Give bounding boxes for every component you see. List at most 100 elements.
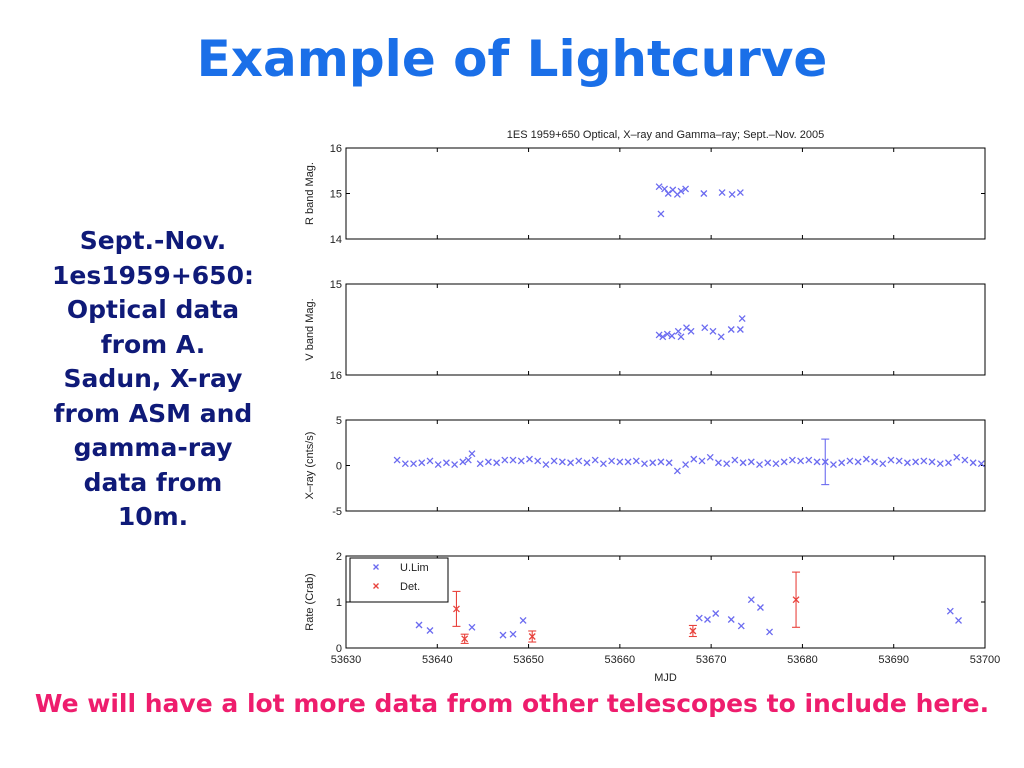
panel-frame [345,419,986,512]
y-axis-label: X–ray (cnts/s) [304,432,316,500]
marker-stroke [616,458,624,466]
chart-title: 1ES 1959+650 Optical, X–ray and Gamma–ra… [507,129,824,141]
marker-stroke [821,458,829,466]
data-point [410,460,418,468]
data-point [747,596,755,604]
marker-stroke [669,186,677,194]
data-point [393,456,401,464]
marker-stroke [772,460,780,468]
data-point [717,333,725,341]
data-point [558,458,566,466]
marker-stroke [797,457,805,465]
data-point [401,460,409,468]
marker-stroke [756,461,763,469]
marker-stroke [657,210,665,218]
data-point [695,614,703,622]
chart-panel: 53630 53640 53650 53660 53670 53680 53690 53700… [304,551,1000,666]
data-point [468,623,476,631]
marker-stroke [689,627,697,635]
x-tick-label: 53640 [422,654,453,666]
data-point [700,190,708,197]
data-point [838,459,846,467]
marker-stroke [583,459,591,467]
x-tick-label: 53700 [970,654,1001,666]
marker-stroke [567,459,575,467]
data-point [468,450,476,458]
data-point [813,458,821,466]
description-line: 10m. [117,502,189,531]
data-point [501,456,509,464]
y-tick-label: -5 [332,506,342,518]
marker-stroke [668,332,676,340]
data-point [415,621,423,629]
chart-panel: -5 0 5 X–ray (cnts/s) [304,415,986,518]
marker-stroke [464,456,472,464]
y-axis-label: V band Mag. [304,298,316,360]
panel-frame [345,147,986,240]
data-point [674,327,682,335]
data-point [550,457,558,465]
marker-stroke [608,457,616,465]
marker-stroke [641,460,648,468]
y-tick-label: 14 [330,234,342,246]
marker-stroke [727,616,735,623]
y-tick-label: 5 [336,415,342,427]
marker-stroke [846,457,854,465]
data-point [683,324,690,332]
marker-stroke [690,455,698,463]
marker-stroke [461,635,469,643]
marker-stroke [912,458,920,466]
data-point [657,458,665,466]
marker-stroke [550,457,558,465]
description-line: gamma-ray [73,433,233,462]
data-point [709,327,717,335]
data-point [727,326,735,333]
marker-stroke [528,633,536,640]
data-point [665,459,673,467]
marker-stroke [731,456,739,464]
y-tick-label: 0 [336,643,342,655]
data-point [903,459,911,467]
data-point [464,456,472,464]
data-point [682,461,690,469]
marker-stroke [955,616,962,624]
marker-stroke [895,457,903,465]
marker-stroke [434,461,442,469]
marker-stroke [969,459,977,467]
data-point [723,460,731,468]
data-point [655,183,663,191]
data-point [704,616,711,623]
data-point [727,616,735,623]
marker-stroke [468,623,476,631]
marker-stroke [659,333,667,341]
legend-label: Det. [400,581,420,593]
marker-stroke [451,461,459,469]
marker-stroke [501,456,509,464]
footer-note: We will have a lot more data from other … [34,689,990,718]
data-point [689,627,697,635]
y-axis-label: R band Mag. [304,162,316,225]
data-series [393,450,985,475]
marker-stroke [805,456,813,464]
data-point [451,461,459,469]
marker-stroke [977,460,985,468]
data-point [946,607,954,615]
marker-stroke [766,628,774,636]
data-point [583,459,591,467]
data-point [955,616,962,624]
marker-stroke [661,185,669,193]
data-point [534,457,542,465]
data-point [649,459,657,467]
marker-stroke [575,457,583,465]
marker-stroke [788,456,796,464]
marker-stroke [673,467,681,475]
marker-stroke [953,453,961,461]
data-point [682,185,690,193]
marker-stroke [558,458,566,466]
data-point [599,460,607,468]
data-point [821,458,829,466]
marker-stroke [698,457,706,465]
data-point [461,635,469,643]
x-tick-label: 53680 [787,654,818,666]
marker-stroke [418,459,426,467]
